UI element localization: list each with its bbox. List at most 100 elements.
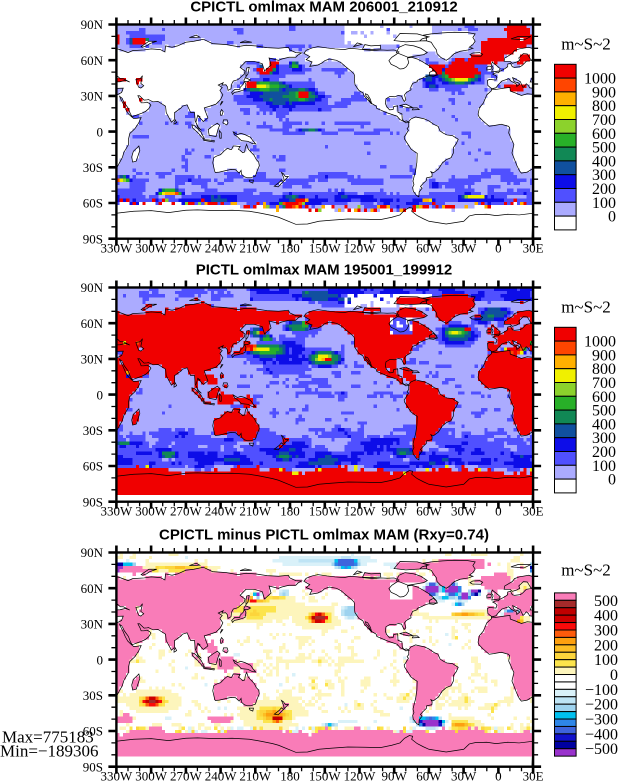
svg-text:1000: 1000 bbox=[584, 334, 616, 351]
svg-text:400: 400 bbox=[592, 416, 616, 433]
svg-text:120W: 120W bbox=[344, 769, 377, 782]
svg-text:900: 900 bbox=[592, 347, 616, 364]
svg-text:700: 700 bbox=[592, 375, 616, 392]
svg-text:0: 0 bbox=[97, 387, 104, 402]
svg-text:30E: 30E bbox=[523, 504, 544, 519]
svg-text:210W: 210W bbox=[239, 504, 272, 519]
svg-text:m~S~2: m~S~2 bbox=[561, 298, 611, 317]
svg-text:180: 180 bbox=[280, 769, 300, 782]
svg-text:100: 100 bbox=[592, 458, 616, 475]
svg-text:0: 0 bbox=[495, 769, 502, 782]
svg-text:−200: −200 bbox=[585, 697, 618, 714]
svg-text:330W: 330W bbox=[101, 769, 134, 782]
svg-text:0: 0 bbox=[97, 124, 104, 139]
svg-text:100: 100 bbox=[592, 195, 616, 212]
svg-text:180: 180 bbox=[280, 504, 300, 519]
svg-text:30S: 30S bbox=[83, 423, 103, 438]
svg-text:200: 200 bbox=[592, 444, 616, 461]
svg-text:200: 200 bbox=[592, 181, 616, 198]
svg-text:240W: 240W bbox=[205, 241, 238, 256]
svg-text:90W: 90W bbox=[382, 504, 408, 519]
svg-text:30E: 30E bbox=[523, 769, 544, 782]
svg-text:60S: 60S bbox=[83, 459, 103, 474]
svg-text:270W: 270W bbox=[170, 504, 203, 519]
svg-text:300: 300 bbox=[594, 623, 618, 640]
svg-text:700: 700 bbox=[592, 112, 616, 129]
svg-text:200: 200 bbox=[594, 637, 618, 654]
svg-text:m~S~2: m~S~2 bbox=[561, 35, 611, 54]
svg-text:600: 600 bbox=[592, 389, 616, 406]
svg-text:0: 0 bbox=[610, 667, 618, 684]
svg-text:90N: 90N bbox=[81, 17, 104, 32]
svg-text:90S: 90S bbox=[83, 759, 103, 774]
svg-text:500: 500 bbox=[592, 140, 616, 157]
svg-text:150W: 150W bbox=[309, 769, 342, 782]
svg-text:90W: 90W bbox=[382, 769, 408, 782]
svg-text:210W: 210W bbox=[239, 241, 272, 256]
svg-text:300W: 300W bbox=[135, 241, 168, 256]
svg-text:300: 300 bbox=[592, 167, 616, 184]
svg-text:400: 400 bbox=[594, 608, 618, 625]
svg-text:60S: 60S bbox=[83, 196, 103, 211]
svg-text:30S: 30S bbox=[83, 160, 103, 175]
svg-text:−400: −400 bbox=[585, 726, 618, 743]
svg-text:m~S~2: m~S~2 bbox=[561, 561, 611, 580]
svg-text:500: 500 bbox=[592, 403, 616, 420]
svg-text:150W: 150W bbox=[309, 504, 342, 519]
svg-text:800: 800 bbox=[592, 361, 616, 378]
svg-text:300W: 300W bbox=[135, 504, 168, 519]
svg-text:100: 100 bbox=[594, 652, 618, 669]
svg-text:90W: 90W bbox=[382, 241, 408, 256]
svg-text:210W: 210W bbox=[239, 769, 272, 782]
svg-text:300: 300 bbox=[592, 430, 616, 447]
svg-text:CPICTL omlmax MAM 206001_21091: CPICTL omlmax MAM 206001_210912 bbox=[190, 0, 457, 16]
svg-text:60W: 60W bbox=[416, 769, 442, 782]
svg-text:90S: 90S bbox=[83, 494, 103, 509]
svg-text:270W: 270W bbox=[170, 769, 203, 782]
svg-text:0: 0 bbox=[608, 209, 616, 226]
svg-text:900: 900 bbox=[592, 84, 616, 101]
svg-text:30W: 30W bbox=[451, 504, 477, 519]
svg-text:240W: 240W bbox=[205, 504, 238, 519]
svg-text:60N: 60N bbox=[81, 53, 104, 68]
svg-text:30N: 30N bbox=[81, 617, 104, 632]
svg-text:0: 0 bbox=[608, 472, 616, 489]
svg-text:30W: 30W bbox=[451, 241, 477, 256]
svg-text:−100: −100 bbox=[585, 682, 618, 699]
svg-text:60N: 60N bbox=[81, 581, 104, 596]
svg-text:PICTL omlmax MAM 195001_199912: PICTL omlmax MAM 195001_199912 bbox=[196, 262, 453, 279]
svg-text:30N: 30N bbox=[81, 89, 104, 104]
svg-text:500: 500 bbox=[594, 593, 618, 610]
svg-text:30N: 30N bbox=[81, 352, 104, 367]
svg-text:90N: 90N bbox=[81, 545, 104, 560]
svg-text:Max=775183: Max=775183 bbox=[2, 728, 94, 747]
svg-text:180: 180 bbox=[280, 241, 300, 256]
svg-text:800: 800 bbox=[592, 98, 616, 115]
svg-text:90S: 90S bbox=[83, 231, 103, 246]
svg-text:1000: 1000 bbox=[584, 71, 616, 88]
svg-text:90N: 90N bbox=[81, 280, 104, 295]
svg-text:270W: 270W bbox=[170, 241, 203, 256]
svg-text:60N: 60N bbox=[81, 316, 104, 331]
svg-text:30W: 30W bbox=[451, 769, 477, 782]
svg-text:60S: 60S bbox=[83, 724, 103, 739]
svg-text:120W: 120W bbox=[344, 241, 377, 256]
svg-text:30S: 30S bbox=[83, 688, 103, 703]
svg-text:120W: 120W bbox=[344, 504, 377, 519]
svg-text:−300: −300 bbox=[585, 712, 618, 729]
svg-text:−500: −500 bbox=[585, 741, 618, 758]
svg-text:30E: 30E bbox=[523, 241, 544, 256]
svg-text:400: 400 bbox=[592, 153, 616, 170]
svg-text:60W: 60W bbox=[416, 241, 442, 256]
svg-text:150W: 150W bbox=[309, 241, 342, 256]
svg-text:330W: 330W bbox=[101, 504, 134, 519]
svg-text:0: 0 bbox=[495, 241, 502, 256]
svg-text:300W: 300W bbox=[135, 769, 168, 782]
svg-text:240W: 240W bbox=[205, 769, 238, 782]
svg-text:0: 0 bbox=[97, 652, 104, 667]
svg-text:Min=−189306: Min=−189306 bbox=[0, 742, 99, 761]
svg-text:60W: 60W bbox=[416, 504, 442, 519]
svg-text:600: 600 bbox=[592, 126, 616, 143]
svg-text:0: 0 bbox=[495, 504, 502, 519]
svg-text:330W: 330W bbox=[101, 241, 134, 256]
